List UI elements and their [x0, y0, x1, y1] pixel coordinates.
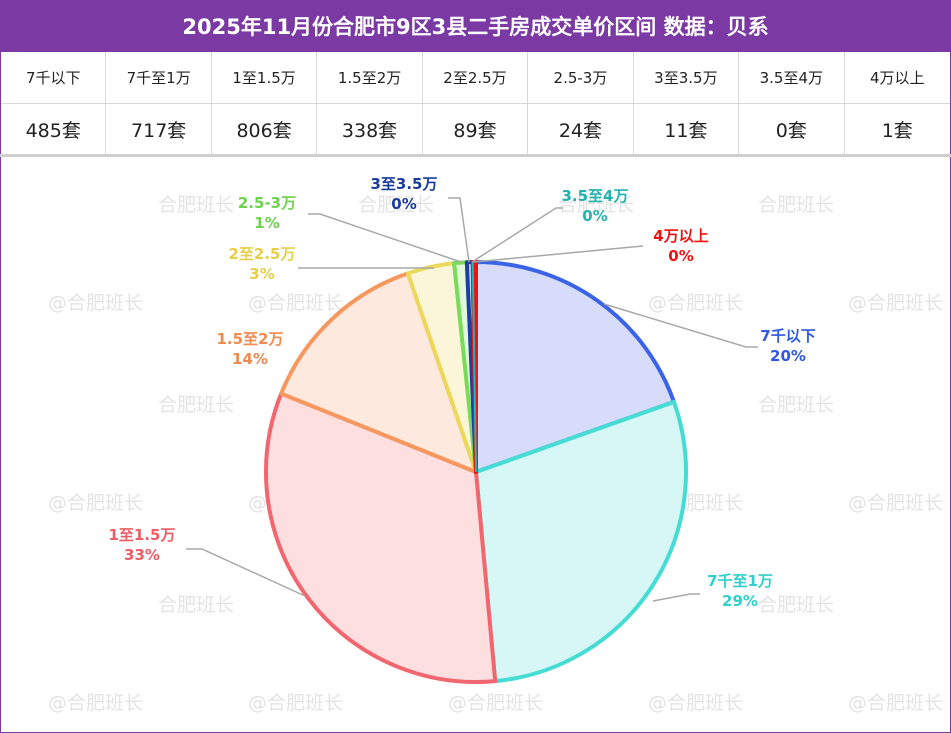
- watermark-text: 合肥班长: [758, 594, 835, 616]
- table-column: 1.5至2万 338套: [317, 52, 423, 155]
- table-column: 4万以上 1套: [844, 52, 950, 155]
- table-column: 3至3.5万 11套: [633, 52, 740, 155]
- watermark-text: 合肥班长: [758, 394, 835, 416]
- table-column: 7千至1万 717套: [106, 52, 212, 155]
- slice-percent-label: 29%: [722, 592, 758, 610]
- table-value-cell: 806套: [236, 120, 292, 142]
- watermark-text: 合肥班长: [358, 194, 435, 216]
- watermark-text: 合肥班长: [158, 594, 235, 616]
- table-value-cell: 11套: [664, 120, 708, 142]
- watermark-text: 合肥班长: [158, 394, 235, 416]
- leader-line: [652, 593, 700, 602]
- slice-category-label: 3至3.5万: [370, 175, 437, 193]
- slice-category-label: 3.5至4万: [561, 187, 628, 205]
- table-header-cell: 3.5至4万: [739, 52, 844, 104]
- table-header-cell: 3至3.5万: [633, 52, 739, 104]
- slice-percent-label: 20%: [770, 347, 806, 365]
- table-header-cell: 7千至1万: [106, 52, 211, 104]
- table-header-cell: 2.5-3万: [528, 52, 633, 104]
- table-column: 2.5-3万 24套: [528, 52, 634, 155]
- table-value-cell: 89套: [453, 120, 497, 142]
- slice-category-label: 4万以上: [653, 227, 708, 245]
- leader-line: [448, 197, 470, 263]
- table-value-cell: 0套: [775, 120, 807, 142]
- table-header-cell: 4万以上: [844, 52, 950, 104]
- table-header-cell: 2至2.5万: [422, 52, 528, 104]
- slice-category-label: 7千以下: [760, 327, 815, 345]
- watermark-text: @合肥班长: [48, 492, 144, 514]
- table-header-cell: 7千以下: [1, 52, 106, 104]
- table-value-cell: 24套: [558, 120, 603, 142]
- watermark-text: @合肥班长: [848, 492, 944, 514]
- slice-percent-label: 1%: [254, 214, 279, 232]
- slice-percent-label: 33%: [124, 546, 160, 564]
- watermark-text: @合肥班长: [48, 292, 144, 314]
- table-divider: [0, 154, 951, 157]
- slice-percent-label: 0%: [391, 195, 416, 213]
- watermark-text: 合肥班长: [758, 194, 835, 216]
- slice-category-label: 7千至1万: [707, 572, 773, 590]
- summary-table: 7千以下 485套 7千至1万 717套 1至1.5万 806套 1.5至2万 338套 2至2…: [1, 52, 950, 155]
- pie-slice: [279, 271, 478, 474]
- table-column: 3.5至4万 0套: [739, 52, 845, 155]
- slice-percent-label: 14%: [232, 350, 268, 368]
- watermark-text: @合肥班长: [248, 292, 344, 314]
- slice-category-label: 2至2.5万: [228, 245, 295, 263]
- watermark-text: 合肥班长: [158, 194, 235, 216]
- watermark-text: @合肥班长: [848, 292, 944, 314]
- slice-category-label: 1.5至2万: [216, 330, 283, 348]
- watermark-text: @合肥班长: [48, 692, 144, 714]
- pie-slice: [471, 262, 477, 473]
- watermark-text: @合肥班长: [848, 692, 944, 714]
- watermark-text: @合肥班长: [648, 292, 744, 314]
- watermark-text: @合肥班长: [648, 692, 744, 714]
- leader-line: [603, 303, 758, 348]
- watermark-text: @合肥班长: [448, 692, 544, 714]
- leader-line: [471, 207, 563, 263]
- slice-percent-label: 0%: [668, 247, 693, 265]
- table-value-cell: 338套: [341, 120, 398, 142]
- table-column: 1至1.5万 806套: [211, 52, 318, 155]
- table-column: 2至2.5万 89套: [422, 52, 529, 155]
- watermark-text: 合肥班长: [558, 194, 635, 216]
- pie-slice: [264, 391, 498, 684]
- table-value-cell: 485套: [25, 120, 81, 142]
- leader-line: [186, 548, 306, 597]
- slice-category-label: 1至1.5万: [108, 526, 175, 544]
- chart-title: 2025年11月份合肥市9区3县二手房成交单价区间 数据：贝系: [0, 0, 951, 52]
- pie-slice: [474, 260, 676, 474]
- pie-slice: [474, 399, 688, 684]
- watermark-text: @合肥班长: [248, 692, 344, 714]
- slice-percent-label: 0%: [582, 207, 607, 225]
- leader-line: [308, 213, 462, 263]
- slice-category-label: 2.5-3万: [238, 194, 296, 212]
- table-column: 7千以下 485套: [1, 52, 107, 155]
- table-header-cell: 1至1.5万: [211, 52, 317, 104]
- leader-line: [473, 245, 644, 263]
- table-header-cell: 1.5至2万: [317, 52, 422, 104]
- table-value-cell: 717套: [131, 120, 187, 142]
- table-value-cell: 1套: [881, 120, 913, 142]
- slice-percent-label: 3%: [249, 265, 274, 283]
